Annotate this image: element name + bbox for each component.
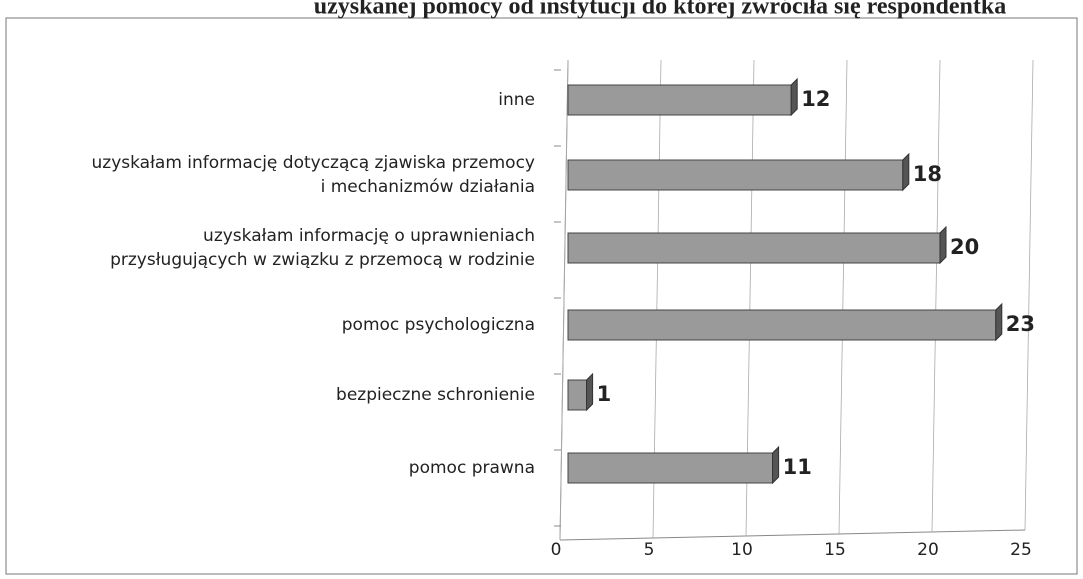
- grid-line: [559, 59, 569, 541]
- bar-end: [939, 225, 947, 265]
- x-tick-label: 10: [731, 540, 753, 560]
- y-tick-label: uzyskałam informację o uprawnieniach: [203, 226, 535, 246]
- value-label: 18: [913, 162, 942, 186]
- bar-end: [586, 372, 594, 412]
- x-tick-label: 5: [644, 540, 655, 560]
- bar: [567, 452, 774, 484]
- grid-line: [1024, 59, 1034, 531]
- x-tick-label: 20: [917, 540, 939, 560]
- grid-line: [931, 59, 941, 533]
- chart-frame: [5, 17, 1078, 575]
- bar: [567, 232, 941, 264]
- x-tick-label: 25: [1010, 540, 1032, 560]
- value-label: 11: [783, 455, 812, 479]
- bar: [567, 84, 792, 116]
- bar: [567, 379, 588, 411]
- chart-title: uzyskanej pomocy od instytucji do której…: [314, 0, 1006, 20]
- y-tick-label: i mechanizmów działania: [321, 177, 535, 197]
- y-tick-label: przysługujących w związku z przemocą w r…: [110, 250, 535, 270]
- bar: [567, 159, 904, 191]
- bar-end: [995, 302, 1003, 342]
- bar: [567, 309, 997, 341]
- value-label: 20: [950, 235, 979, 259]
- axis-line: [559, 529, 1026, 541]
- y-tick-label: inne: [498, 90, 535, 110]
- value-label: 23: [1006, 312, 1035, 336]
- x-tick-label: 15: [824, 540, 846, 560]
- bar-end: [902, 152, 910, 192]
- y-tick-label: bezpieczne schronienie: [336, 385, 535, 405]
- y-tick-label: pomoc prawna: [409, 458, 535, 478]
- grid-line: [838, 59, 848, 535]
- y-tick-label: pomoc psychologiczna: [342, 315, 535, 335]
- y-tick-label: uzyskałam informację dotyczącą zjawiska …: [92, 153, 536, 173]
- value-label: 12: [801, 87, 830, 111]
- x-tick-label: 0: [551, 540, 562, 560]
- bar-end: [790, 77, 798, 117]
- bar-end: [772, 445, 780, 485]
- value-label: 1: [597, 382, 612, 406]
